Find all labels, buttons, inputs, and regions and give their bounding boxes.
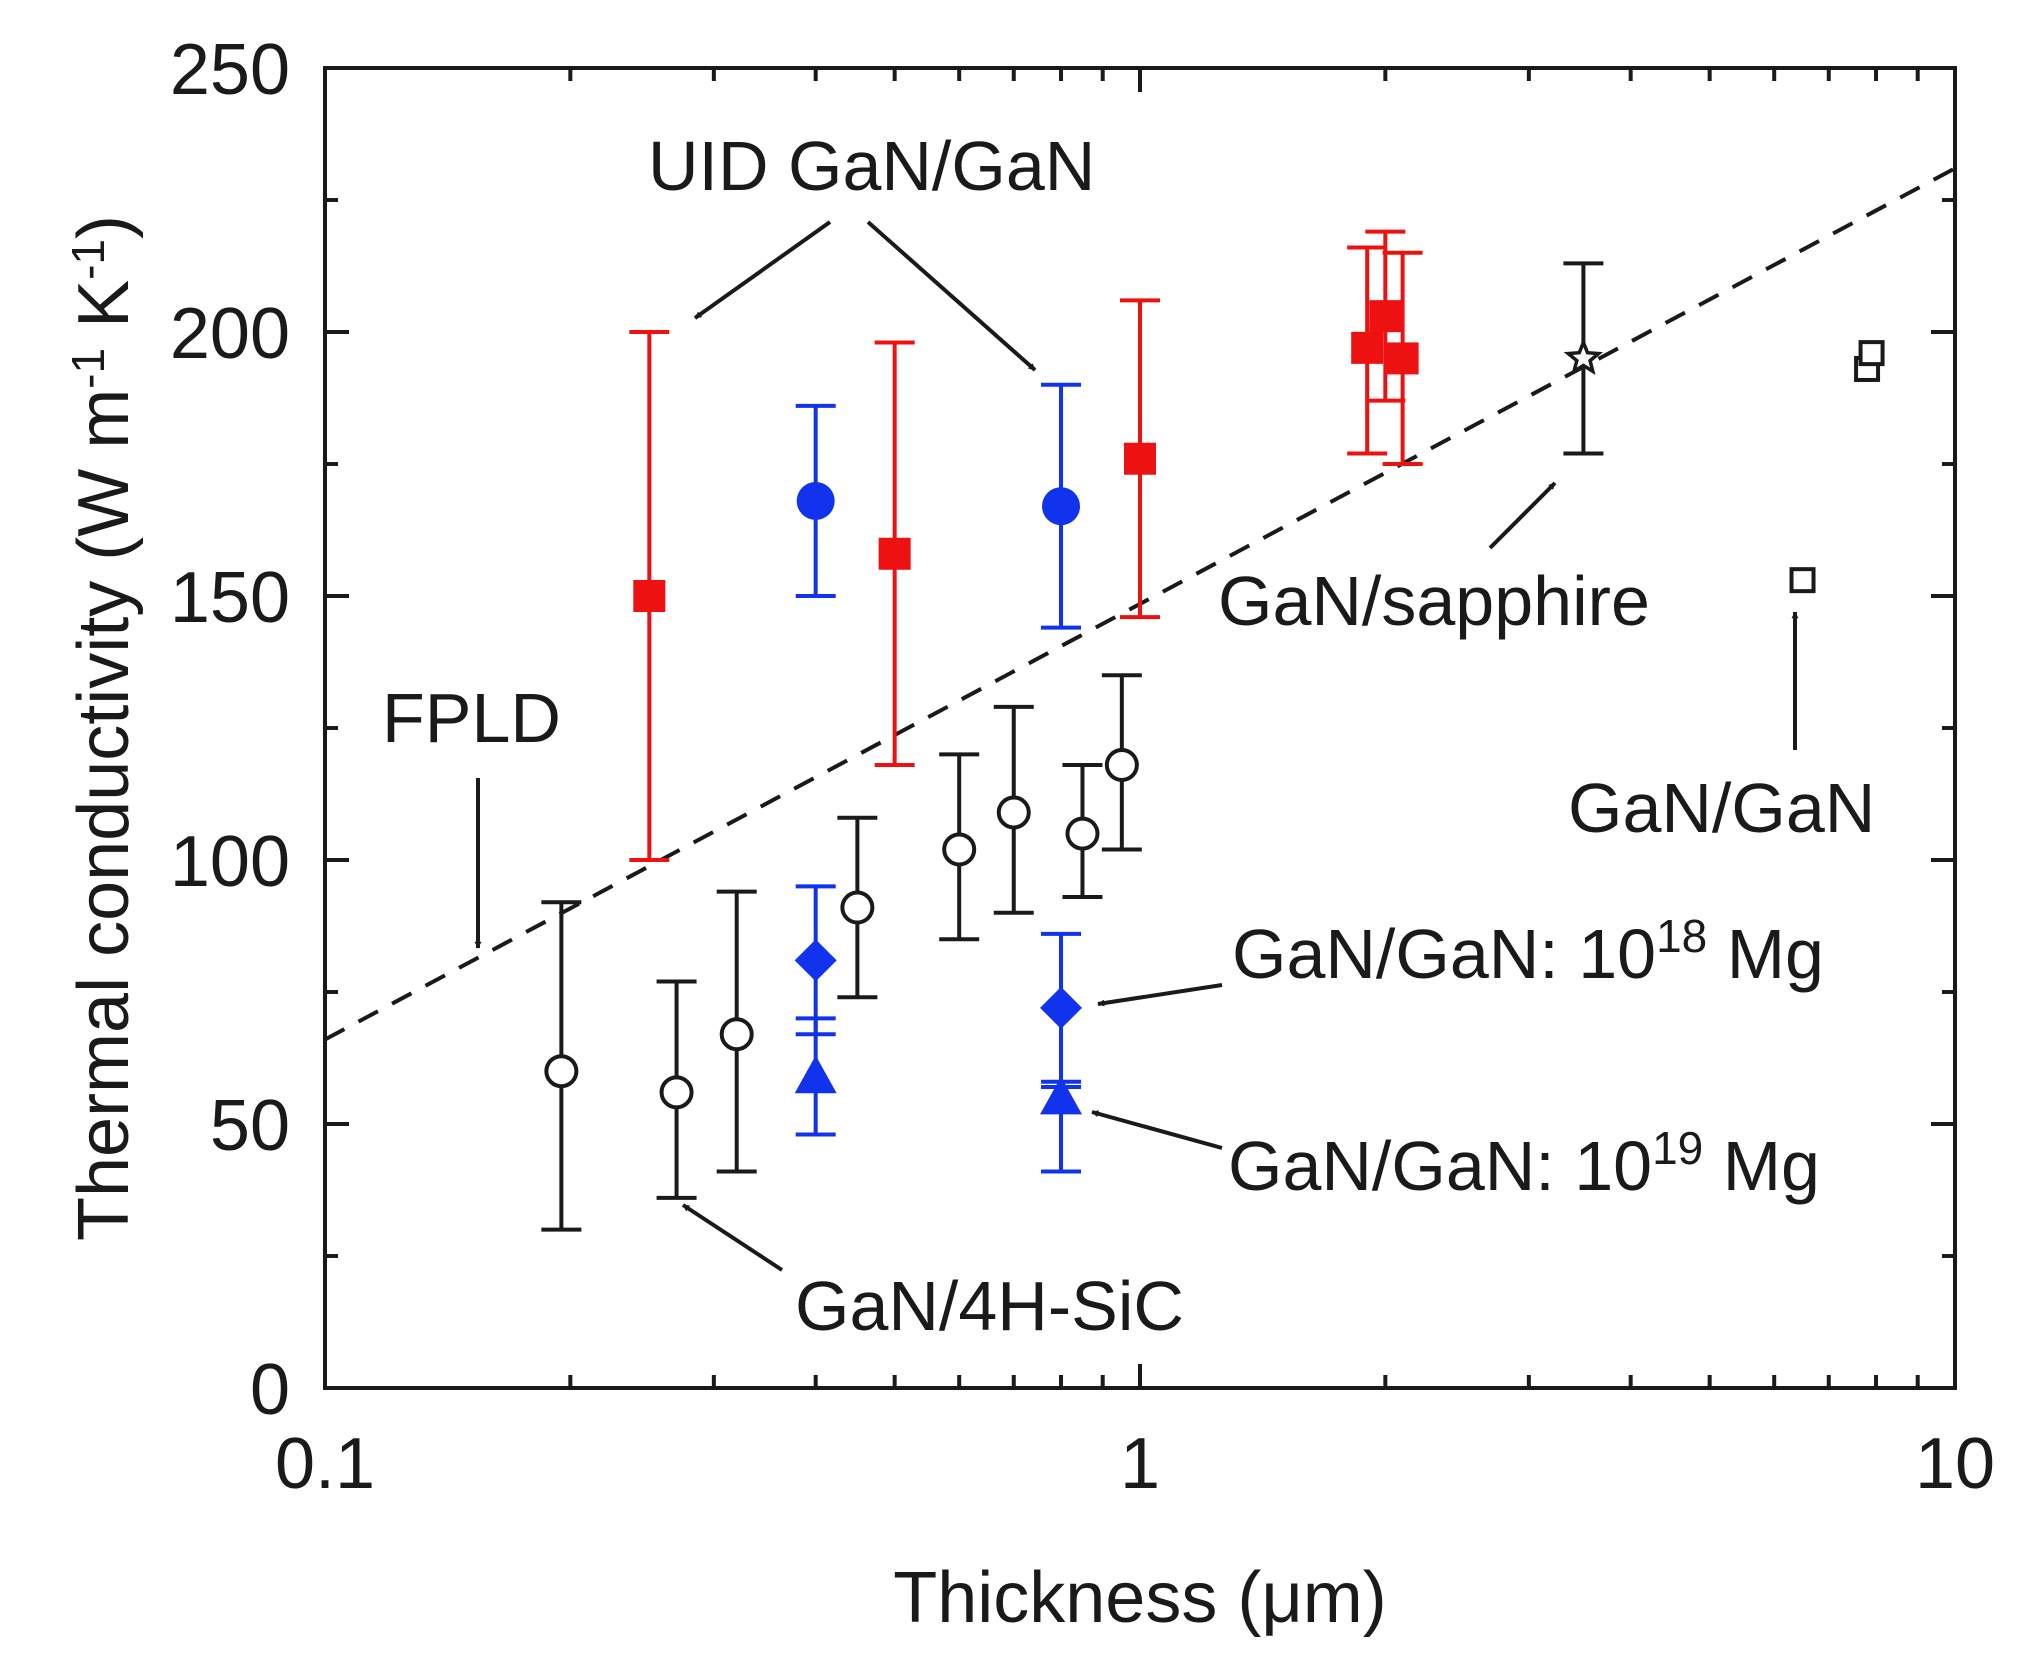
- x-tick-label: 10: [1915, 1424, 1995, 1504]
- data-point-diamond: [794, 939, 837, 982]
- series-square-open: [1789, 340, 1885, 594]
- y-axis-title-part: ): [64, 215, 144, 239]
- mg18-label-exponent: 18: [1656, 910, 1707, 962]
- y-axis-title-part: K: [64, 280, 144, 348]
- data-point-square: [1369, 300, 1402, 333]
- x-tick-label: 0.1: [275, 1424, 375, 1504]
- data-point-open-circle: [840, 890, 875, 925]
- x-tick-label: 1: [1120, 1424, 1160, 1504]
- y-tick-label: 0: [250, 1350, 290, 1430]
- y-axis-title-part: Thermal conductivity (W m: [64, 389, 144, 1241]
- data-point-open-circle: [1104, 747, 1139, 782]
- mg19-arrow: [1091, 1110, 1223, 1150]
- mg18-label-suffix: Mg: [1707, 915, 1824, 993]
- data-point-square: [878, 537, 911, 570]
- series-square-filled: [629, 229, 1423, 862]
- data-series-group: [541, 229, 1885, 1232]
- annotation-labels: UID GaN/GaN FPLD GaN/sapphire GaN/GaN Ga…: [382, 127, 1875, 1345]
- y-tick-labels: 0 50 100 150 200 250: [170, 30, 290, 1430]
- data-point-circle: [1042, 487, 1081, 526]
- data-point-square: [1386, 342, 1419, 375]
- annotation-arrows: [474, 220, 1799, 1272]
- data-point-square: [1124, 442, 1156, 475]
- y-axis-title-exponent: -1: [62, 239, 114, 280]
- data-point-circle: [796, 481, 835, 520]
- gangan-label: GaN/GaN: [1568, 769, 1875, 847]
- sapphire-label: GaN/sapphire: [1218, 562, 1650, 640]
- series-circle-filled: [795, 382, 1082, 630]
- series-diamond-filled: [794, 884, 1083, 1084]
- y-tick-label: 100: [170, 822, 290, 902]
- data-point-open-circle: [719, 1017, 754, 1052]
- uid-arrow-right: [866, 220, 1037, 372]
- sic-arrow: [681, 1203, 784, 1272]
- data-point-open-circle: [1065, 816, 1100, 851]
- data-point-diamond: [1040, 986, 1083, 1029]
- series-circle-open: [541, 673, 1142, 1232]
- y-axis-title: Thermal conductivity (W m-1 K-1): [62, 215, 144, 1241]
- data-point-open-circle: [996, 795, 1031, 830]
- y-tick-label: 150: [170, 558, 290, 638]
- mg18-label: GaN/GaN: 1018 Mg: [1232, 910, 1824, 993]
- uid-label: UID GaN/GaN: [648, 127, 1095, 205]
- sic-label: GaN/4H-SiC: [795, 1267, 1184, 1345]
- mg19-label-prefix: GaN/GaN: 10: [1228, 1127, 1652, 1205]
- data-point-open-circle: [659, 1075, 694, 1110]
- mg19-label: GaN/GaN: 1019 Mg: [1228, 1122, 1820, 1205]
- sapphire-arrow: [1488, 481, 1557, 550]
- y-tick-label: 250: [170, 30, 290, 110]
- data-point-open-square: [1858, 340, 1885, 367]
- uid-arrow-left: [693, 220, 832, 320]
- x-axis-title: Thickness (μm): [893, 1558, 1387, 1638]
- mg19-label-suffix: Mg: [1703, 1127, 1820, 1205]
- series-star-open: [1563, 261, 1604, 456]
- data-point-open-circle: [942, 832, 977, 867]
- data-point-open-circle: [544, 1054, 579, 1089]
- x-tick-labels: 0.1 1 10: [275, 1424, 1995, 1504]
- y-tick-label: 200: [170, 294, 290, 374]
- fpld-label: FPLD: [382, 679, 561, 757]
- y-tick-label: 50: [210, 1086, 290, 1166]
- series-triangle-filled: [794, 1016, 1083, 1174]
- mg18-label-prefix: GaN/GaN: 10: [1232, 915, 1656, 993]
- mg19-label-exponent: 19: [1652, 1122, 1703, 1174]
- data-point-square: [1351, 331, 1384, 364]
- y-axis-title-exponent: -1: [62, 348, 114, 389]
- data-point-triangle: [1040, 1076, 1083, 1115]
- mg18-arrow: [1097, 983, 1223, 1007]
- data-point-square: [633, 580, 666, 612]
- axis-ticks: [323, 66, 1957, 1390]
- data-point-triangle: [794, 1055, 837, 1094]
- data-point-open-square: [1789, 567, 1816, 594]
- data-point-star: [1563, 337, 1604, 376]
